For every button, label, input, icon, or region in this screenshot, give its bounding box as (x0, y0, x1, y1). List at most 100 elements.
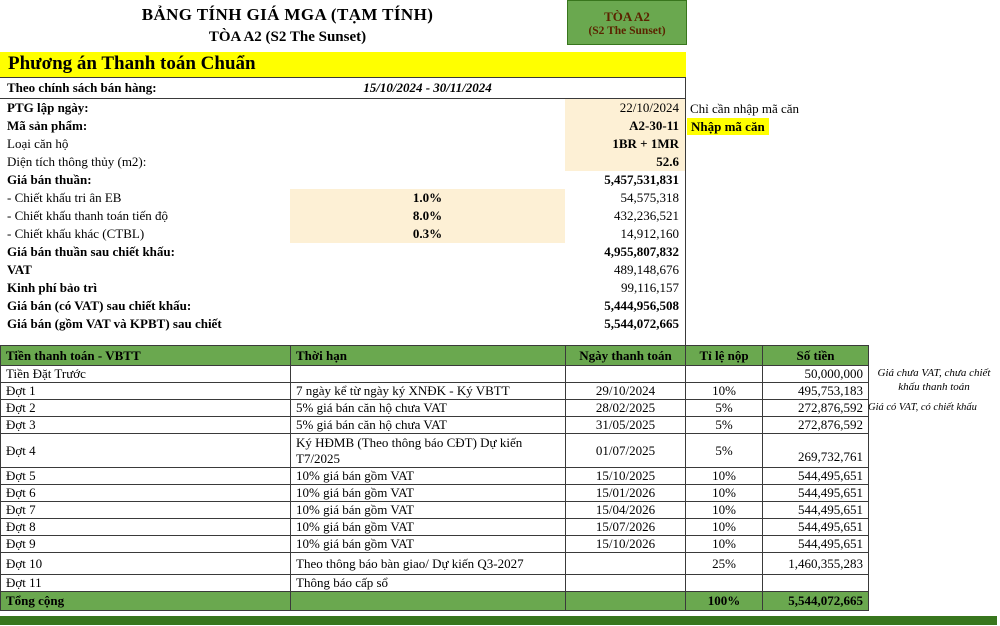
info-section: Theo chính sách bán hàng: 15/10/2024 - 3… (0, 77, 686, 345)
info-row-price-total: Giá bán (gồm VAT và KPBT) sau chiết 5,54… (0, 315, 685, 333)
policy-value: 15/10/2024 - 30/11/2024 (363, 80, 492, 95)
row-date (566, 575, 686, 592)
info-label: Giá bán (có VAT) sau chiết khấu: (7, 298, 192, 313)
info-label: Giá bán (gồm VAT và KPBT) sau chiết (7, 316, 222, 331)
table-row-installment-2: Đợt 2 5% giá bán căn hộ chưa VAT 28/02/2… (1, 400, 869, 417)
row-rate: 10% (686, 502, 763, 519)
info-row-discount-eb: - Chiết khấu tri ân EB 1.0% 54,575,318 (0, 189, 685, 207)
total-date (566, 592, 686, 611)
row-label: Đợt 11 (1, 575, 291, 592)
table-row-installment-11: Đợt 11 Thông báo cấp sổ (1, 575, 869, 592)
bottom-green-bar (0, 616, 997, 625)
row-term: 10% giá bán gồm VAT (291, 519, 566, 536)
product-code-cell[interactable]: A2-30-11 (565, 117, 685, 135)
row-date: 15/10/2025 (566, 468, 686, 485)
row-date: 31/05/2025 (566, 417, 686, 434)
info-label: Mã sản phẩm: (7, 118, 88, 133)
info-mid (290, 279, 565, 297)
tower-badge-name: TÒA A2 (604, 8, 650, 24)
info-label: VAT (7, 262, 32, 277)
row-rate: 10% (686, 383, 763, 400)
tower-badge: TÒA A2 (S2 The Sunset) (567, 0, 687, 45)
info-mid (290, 315, 565, 333)
table-row-installment-4: Đợt 4 Ký HĐMB (Theo thông báo CĐT) Dự ki… (1, 434, 869, 468)
total-amount: 5,544,072,665 (763, 592, 869, 611)
info-label: Giá bán thuần: (7, 172, 92, 187)
info-mid (290, 117, 565, 135)
note-before-vat: Giá chưa VAT, chưa chiết khấu thanh toán (877, 367, 991, 394)
row-label: Đợt 8 (1, 519, 291, 536)
table-row-installment-7: Đợt 7 10% giá bán gồm VAT 15/04/2026 10%… (1, 502, 869, 519)
discount-other-amount: 14,912,160 (620, 226, 680, 241)
row-amount: 495,753,183 (763, 383, 869, 400)
row-amount: 1,460,355,283 (763, 553, 869, 575)
row-rate: 10% (686, 536, 763, 553)
policy-label: Theo chính sách bán hàng: (7, 80, 157, 95)
row-date: 15/10/2026 (566, 536, 686, 553)
row-amount: 544,495,651 (763, 485, 869, 502)
info-label: PTG lập ngày: (7, 100, 89, 115)
info-row-net-after-discount: Giá bán thuần sau chiết khấu: 4,955,807,… (0, 243, 685, 261)
enter-code-hint: Chỉ cần nhập mã căn (690, 101, 800, 116)
row-label: Đợt 5 (1, 468, 291, 485)
row-label: Đợt 10 (1, 553, 291, 575)
info-row-discount-schedule: - Chiết khấu thanh toán tiến độ 8.0% 432… (0, 207, 685, 225)
enter-code-label: Nhập mã căn (687, 118, 769, 135)
header-amount: Số tiền (763, 346, 869, 366)
row-rate (686, 366, 763, 383)
info-label: Kinh phí bảo trì (7, 280, 97, 295)
ptg-date-value: 22/10/2024 (565, 99, 685, 117)
row-term: Ký HĐMB (Theo thông báo CĐT) Dự kiến T7/… (291, 434, 566, 468)
row-label: Đợt 2 (1, 400, 291, 417)
row-amount: 544,495,651 (763, 536, 869, 553)
info-label: - Chiết khấu tri ân EB (7, 190, 122, 205)
info-label: Diện tích thông thủy (m2): (7, 154, 147, 169)
row-label: Đợt 1 (1, 383, 291, 400)
row-term: Thông báo cấp sổ (291, 575, 566, 592)
total-label: Tổng cộng (1, 592, 291, 611)
row-label: Tiền Đặt Trước (1, 366, 291, 383)
row-rate: 5% (686, 417, 763, 434)
table-row-installment-10: Đợt 10 Theo thông báo bàn giao/ Dự kiến … (1, 553, 869, 575)
row-amount: 272,876,592 (763, 417, 869, 434)
sheet-title: BẢNG TÍNH GIÁ MGA (TẠM TÍNH) TÒA A2 (S2 … (0, 5, 575, 46)
sheet-title-line2: TÒA A2 (S2 The Sunset) (208, 29, 367, 45)
discount-eb-amount: 54,575,318 (620, 190, 680, 205)
info-row-vat: VAT 489,148,676 (0, 261, 685, 279)
area-value: 52.6 (565, 153, 685, 171)
row-term: 5% giá bán căn hộ chưa VAT (291, 417, 566, 434)
maintenance-fee-value: 99,116,157 (620, 280, 679, 295)
info-row-unit-type: Loại căn hộ 1BR + 1MR (0, 135, 685, 153)
row-label: Đợt 4 (1, 434, 291, 468)
row-term: 10% giá bán gồm VAT (291, 502, 566, 519)
table-row-installment-9: Đợt 9 10% giá bán gồm VAT 15/10/2026 10%… (1, 536, 869, 553)
row-date: 15/07/2026 (566, 519, 686, 536)
price-with-vat-value: 5,444,956,508 (604, 298, 679, 313)
note-with-vat: Giá có VAT, có chiết khấu (868, 402, 977, 413)
info-label: Giá bán thuần sau chiết khấu: (7, 244, 175, 259)
row-term: 10% giá bán gồm VAT (291, 536, 566, 553)
info-label: Loại căn hộ (7, 136, 69, 151)
row-date (566, 366, 686, 383)
row-rate: 5% (686, 434, 763, 468)
discount-other-percent: 0.3% (290, 225, 565, 243)
info-row-product-code: Mã sản phẩm: A2-30-11 (0, 117, 685, 135)
payment-table: Tiền thanh toán - VBTT Thời hạn Ngày tha… (0, 345, 869, 611)
header-date: Ngày thanh toán (566, 346, 686, 366)
row-amount: 544,495,651 (763, 519, 869, 536)
row-date (566, 553, 686, 575)
row-amount: 544,495,651 (763, 468, 869, 485)
row-rate (686, 575, 763, 592)
row-term (291, 366, 566, 383)
row-date: 28/02/2025 (566, 400, 686, 417)
row-rate: 5% (686, 400, 763, 417)
info-row-discount-other: - Chiết khấu khác (CTBL) 0.3% 14,912,160 (0, 225, 685, 243)
table-row-installment-6: Đợt 6 10% giá bán gồm VAT 15/01/2026 10%… (1, 485, 869, 502)
row-label: Đợt 6 (1, 485, 291, 502)
row-label: Đợt 9 (1, 536, 291, 553)
table-row-installment-8: Đợt 8 10% giá bán gồm VAT 15/07/2026 10%… (1, 519, 869, 536)
table-row-installment-5: Đợt 5 10% giá bán gồm VAT 15/10/2025 10%… (1, 468, 869, 485)
total-term (291, 592, 566, 611)
row-amount: 269,732,761 (763, 434, 869, 468)
row-label: Đợt 7 (1, 502, 291, 519)
